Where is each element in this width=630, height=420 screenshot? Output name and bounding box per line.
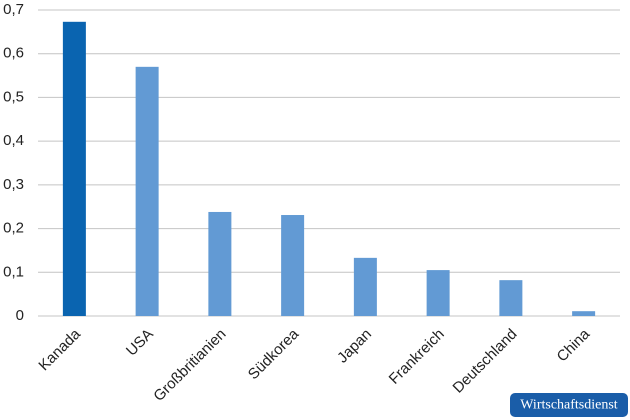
x-tick-label: Südkorea	[245, 325, 303, 383]
bar	[135, 66, 159, 316]
x-tick-label: USA	[123, 326, 157, 360]
y-tick-label: 0,1	[3, 263, 24, 280]
x-tick-label: China	[554, 325, 594, 365]
y-tick-label: 0,4	[3, 132, 24, 149]
x-tick-label: Deutschland	[450, 326, 521, 397]
y-tick-label: 0	[16, 307, 24, 324]
x-tick-label: Frankreich	[386, 326, 448, 388]
x-tick-label: Kanada	[35, 325, 84, 374]
y-tick-label: 0,7	[3, 1, 24, 18]
y-tick-label: 0,2	[3, 220, 24, 237]
y-tick-label: 0,5	[3, 88, 24, 105]
y-tick-label: 0,6	[3, 45, 24, 62]
x-tick-label: Großbritianien	[150, 326, 229, 405]
source-badge	[510, 393, 628, 417]
bar	[281, 215, 305, 316]
bar	[208, 211, 232, 316]
x-tick-label: Japan	[334, 326, 375, 367]
bar	[499, 280, 523, 316]
bar	[572, 311, 596, 316]
bar	[62, 21, 86, 316]
bar	[353, 257, 377, 316]
y-tick-label: 0,3	[3, 176, 24, 193]
source-label: Wirtschaftsdienst	[520, 398, 618, 413]
bar	[426, 270, 450, 316]
